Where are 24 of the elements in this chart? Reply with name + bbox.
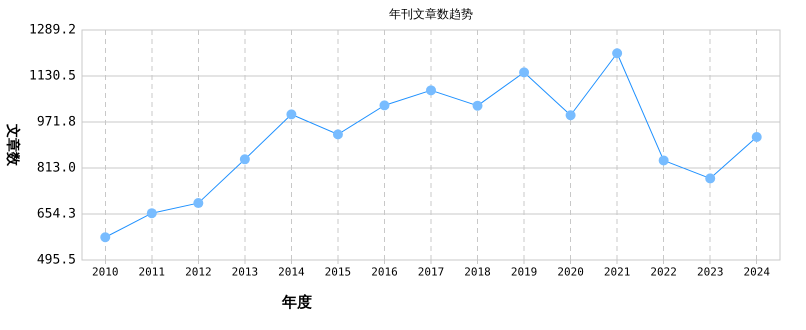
y-tick-label: 1289.2 xyxy=(29,22,76,38)
x-axis-title: 年度 xyxy=(281,292,312,311)
y-tick-label: 654.3 xyxy=(36,206,76,222)
x-tick-label: 2019 xyxy=(510,265,538,278)
x-tick-label: 2016 xyxy=(371,265,398,278)
x-tick-label: 2010 xyxy=(92,265,119,278)
x-tick-label: 2018 xyxy=(464,265,491,278)
y-tick-label: 495.5 xyxy=(36,252,76,268)
x-tick-label: 2014 xyxy=(278,265,306,278)
x-tick-label: 2017 xyxy=(418,265,444,278)
y-tick-label: 813.0 xyxy=(36,160,76,176)
x-tick-label: 2023 xyxy=(696,265,724,278)
x-tick-label: 2021 xyxy=(604,265,630,278)
y-axis-title: 文章数 xyxy=(4,123,22,167)
x-tick-label: 2013 xyxy=(232,265,258,278)
y-tick-label: 971.8 xyxy=(36,114,76,130)
x-tick-label: 2024 xyxy=(743,265,770,278)
x-tick-label: 2020 xyxy=(557,265,584,278)
chart-title: 年刊文章数趋势 xyxy=(389,7,473,22)
x-tick-label: 2011 xyxy=(138,265,166,278)
y-tick-label: 1130.5 xyxy=(29,68,76,84)
x-tick-label: 2015 xyxy=(324,265,352,278)
x-tick-label: 2022 xyxy=(650,265,677,278)
x-tick-label: 2012 xyxy=(185,265,212,278)
